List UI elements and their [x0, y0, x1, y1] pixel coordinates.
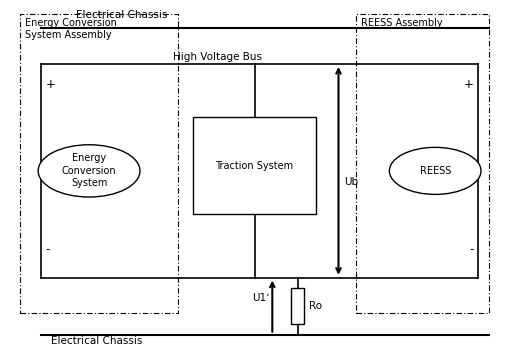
Text: Traction System: Traction System [215, 161, 294, 171]
Text: Energy
Conversion
System: Energy Conversion System [62, 153, 117, 188]
Text: +: + [464, 78, 473, 91]
Text: Energy Conversion
System Assembly: Energy Conversion System Assembly [25, 18, 118, 40]
Text: Electrical Chassis: Electrical Chassis [51, 336, 143, 346]
Text: +: + [46, 78, 55, 91]
Ellipse shape [389, 147, 481, 194]
Text: High Voltage Bus: High Voltage Bus [173, 52, 262, 62]
Text: -: - [469, 243, 473, 256]
Text: REESS Assembly: REESS Assembly [361, 18, 443, 28]
Bar [20, 14, 178, 313]
Text: U1ʼ: U1ʼ [252, 293, 270, 303]
Text: Electrical Chassis: Electrical Chassis [76, 10, 168, 20]
Text: Ub: Ub [345, 177, 359, 187]
Text: Ro: Ro [309, 301, 322, 311]
Bar [193, 117, 316, 214]
Ellipse shape [38, 145, 140, 197]
Bar [356, 14, 489, 313]
Text: REESS: REESS [419, 166, 451, 176]
Text: -: - [46, 243, 50, 256]
Bar [291, 288, 304, 324]
